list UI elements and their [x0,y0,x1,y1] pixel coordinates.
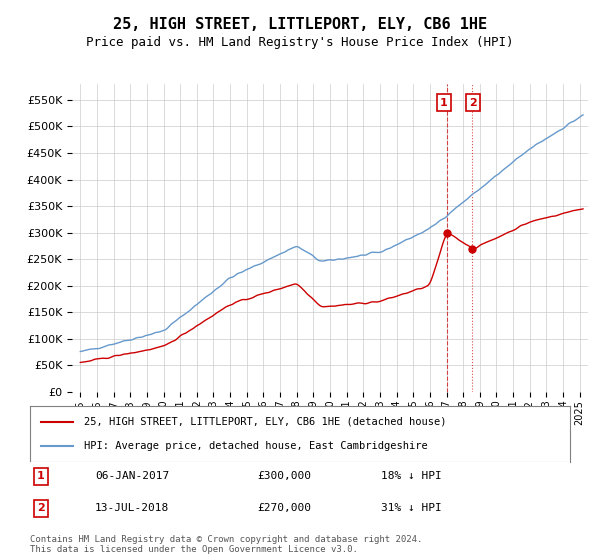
Text: 2: 2 [469,97,477,108]
Text: HPI: Average price, detached house, East Cambridgeshire: HPI: Average price, detached house, East… [84,441,428,451]
Text: 31% ↓ HPI: 31% ↓ HPI [381,503,442,514]
Text: Contains HM Land Registry data © Crown copyright and database right 2024.
This d: Contains HM Land Registry data © Crown c… [30,535,422,554]
Text: 13-JUL-2018: 13-JUL-2018 [95,503,169,514]
Text: 18% ↓ HPI: 18% ↓ HPI [381,471,442,481]
Text: 2: 2 [37,503,44,514]
Text: 1: 1 [440,97,448,108]
Text: 25, HIGH STREET, LITTLEPORT, ELY, CB6 1HE: 25, HIGH STREET, LITTLEPORT, ELY, CB6 1H… [113,17,487,32]
Text: Price paid vs. HM Land Registry's House Price Index (HPI): Price paid vs. HM Land Registry's House … [86,36,514,49]
Text: £300,000: £300,000 [257,471,311,481]
Text: 25, HIGH STREET, LITTLEPORT, ELY, CB6 1HE (detached house): 25, HIGH STREET, LITTLEPORT, ELY, CB6 1H… [84,417,446,427]
Text: 1: 1 [37,471,44,481]
Text: £270,000: £270,000 [257,503,311,514]
Text: 06-JAN-2017: 06-JAN-2017 [95,471,169,481]
